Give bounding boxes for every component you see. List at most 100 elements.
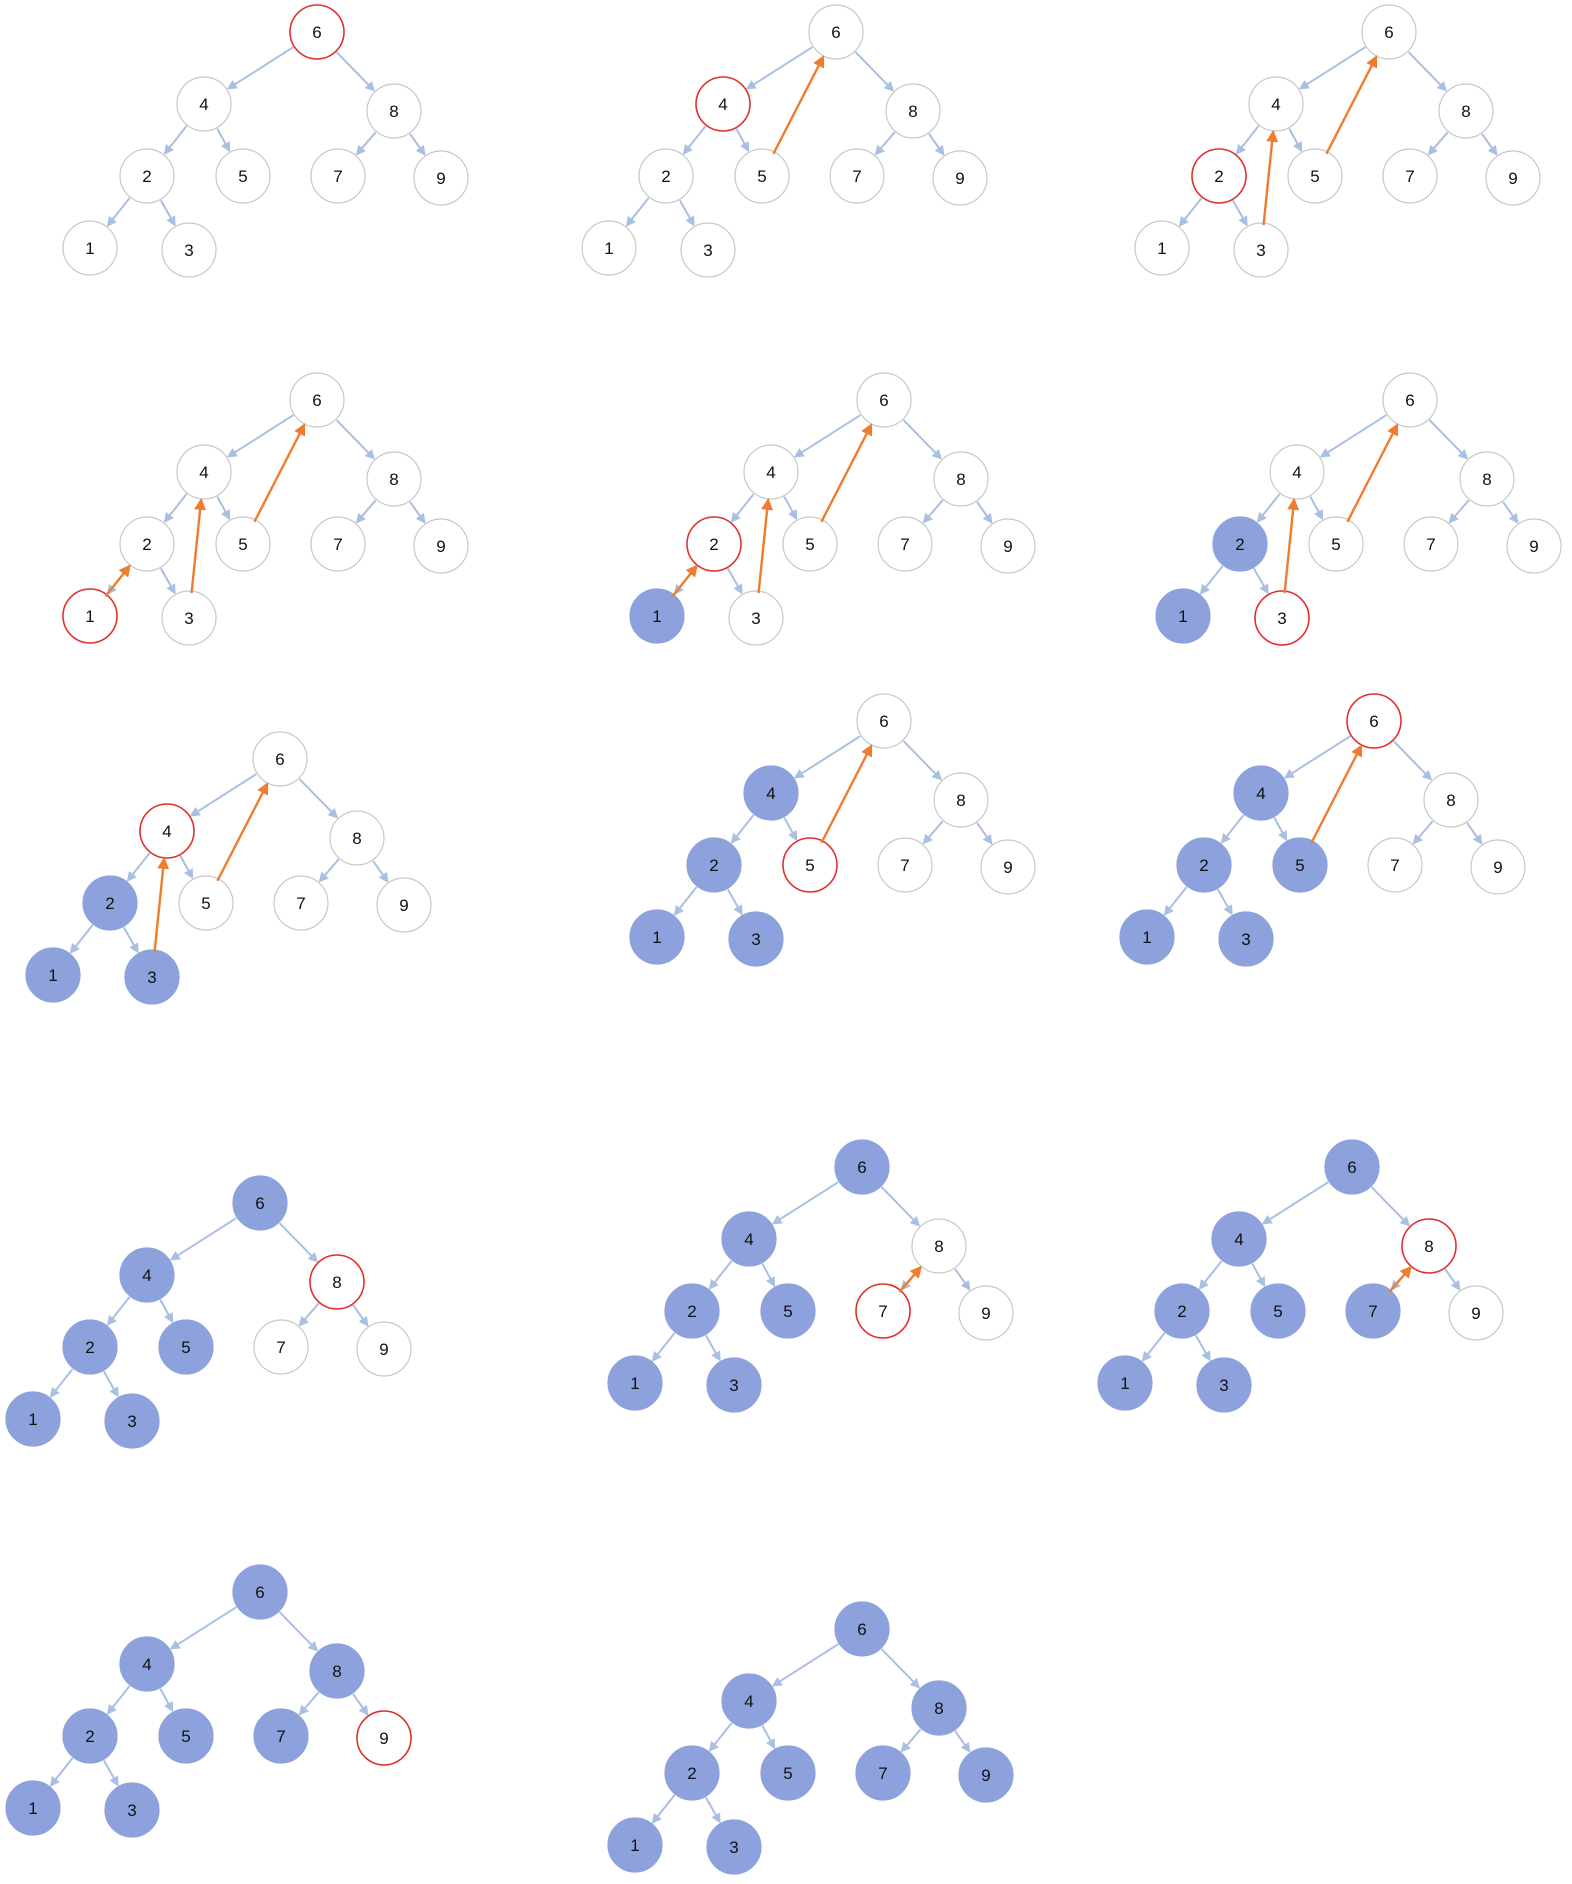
tree-edge-8-7 bbox=[1429, 132, 1448, 154]
tree-edge-6-8 bbox=[280, 1223, 317, 1261]
step-panel-4: 123456789 bbox=[63, 373, 468, 645]
node-label: 5 bbox=[181, 1338, 190, 1357]
tree-node-1: 1 bbox=[630, 910, 684, 964]
tree-node-1: 1 bbox=[6, 1392, 60, 1446]
step-panel-13: 123456789 bbox=[6, 1565, 411, 1837]
tree-node-4: 4 bbox=[140, 804, 194, 858]
node-label: 2 bbox=[85, 1338, 94, 1357]
tree-node-4: 4 bbox=[177, 77, 231, 131]
tree-edge-6-8 bbox=[1430, 420, 1467, 458]
step-panel-8: 123456789 bbox=[630, 694, 1035, 966]
tree-edge-2-1 bbox=[627, 198, 649, 225]
node-label: 7 bbox=[333, 167, 342, 186]
node-label: 9 bbox=[1529, 537, 1538, 556]
node-label: 8 bbox=[934, 1699, 943, 1718]
tree-node-5: 5 bbox=[783, 838, 837, 892]
node-label: 7 bbox=[900, 535, 909, 554]
tree-node-4: 4 bbox=[177, 445, 231, 499]
node-label: 7 bbox=[878, 1764, 887, 1783]
tree-node-8: 8 bbox=[1424, 773, 1478, 827]
tree-edge-6-4 bbox=[228, 415, 293, 456]
node-label: 6 bbox=[255, 1194, 264, 1213]
node-label: 8 bbox=[1446, 791, 1455, 810]
node-label: 7 bbox=[276, 1727, 285, 1746]
tree-node-9: 9 bbox=[357, 1322, 411, 1376]
node-label: 1 bbox=[652, 928, 661, 947]
tree-node-9: 9 bbox=[959, 1286, 1013, 1340]
tree-node-1: 1 bbox=[608, 1356, 662, 1410]
tree-edge-8-7 bbox=[300, 1303, 319, 1325]
tree-node-5: 5 bbox=[216, 149, 270, 203]
node-label: 4 bbox=[766, 784, 775, 803]
tree-node-8: 8 bbox=[367, 452, 421, 506]
tree-node-3: 3 bbox=[105, 1394, 159, 1448]
node-label: 1 bbox=[85, 607, 94, 626]
step-panel-10: 123456789 bbox=[6, 1176, 411, 1448]
node-label: 1 bbox=[85, 239, 94, 258]
tree-node-1: 1 bbox=[1120, 910, 1174, 964]
tree-edge-8-9 bbox=[353, 1694, 367, 1714]
node-label: 7 bbox=[900, 856, 909, 875]
tree-edge-4-2 bbox=[732, 815, 754, 842]
node-label: 3 bbox=[184, 241, 193, 260]
node-label: 9 bbox=[436, 169, 445, 188]
tree-edge-4-5 bbox=[160, 1689, 172, 1711]
tree-node-3: 3 bbox=[162, 591, 216, 645]
node-label: 9 bbox=[436, 537, 445, 556]
node-label: 1 bbox=[652, 607, 661, 626]
tree-node-6: 6 bbox=[835, 1140, 889, 1194]
stack-arrow-5-6 bbox=[1347, 425, 1397, 522]
node-label: 4 bbox=[1256, 784, 1265, 803]
node-label: 8 bbox=[332, 1273, 341, 1292]
tree-edge-4-2 bbox=[1222, 815, 1244, 842]
node-label: 8 bbox=[389, 470, 398, 489]
tree-node-6: 6 bbox=[1325, 1140, 1379, 1194]
tree-node-8: 8 bbox=[1402, 1219, 1456, 1273]
tree-edge-6-4 bbox=[773, 1182, 838, 1223]
tree-node-7: 7 bbox=[1368, 838, 1422, 892]
tree-node-4: 4 bbox=[722, 1674, 776, 1728]
tree-edge-6-8 bbox=[337, 420, 374, 458]
tree-edge-6-8 bbox=[882, 1649, 919, 1687]
node-label: 9 bbox=[1508, 169, 1517, 188]
tree-node-5: 5 bbox=[179, 876, 233, 930]
tree-node-6: 6 bbox=[857, 694, 911, 748]
node-label: 8 bbox=[1461, 102, 1470, 121]
node-label: 5 bbox=[757, 167, 766, 186]
tree-edge-2-3 bbox=[680, 200, 694, 224]
tree-node-9: 9 bbox=[959, 1748, 1013, 1802]
tree-edge-8-7 bbox=[902, 1729, 921, 1751]
tree-edge-4-5 bbox=[217, 129, 229, 151]
tree-edge-6-4 bbox=[171, 1607, 236, 1648]
node-label: 6 bbox=[879, 712, 888, 731]
tree-node-6: 6 bbox=[233, 1176, 287, 1230]
stack-arrow-5-6 bbox=[254, 425, 304, 522]
node-label: 2 bbox=[687, 1302, 696, 1321]
tree-edge-6-8 bbox=[337, 52, 374, 90]
tree-node-5: 5 bbox=[159, 1320, 213, 1374]
node-label: 1 bbox=[1142, 928, 1151, 947]
tree-edge-6-8 bbox=[1372, 1187, 1409, 1225]
tree-edge-8-9 bbox=[977, 823, 991, 843]
tree-edge-4-2 bbox=[684, 126, 706, 153]
tree-edge-4-2 bbox=[710, 1261, 732, 1288]
node-label: 1 bbox=[1178, 607, 1187, 626]
tree-node-6: 6 bbox=[290, 373, 344, 427]
tree-edge-4-2 bbox=[1200, 1261, 1222, 1288]
tree-node-9: 9 bbox=[357, 1711, 411, 1765]
node-label: 2 bbox=[1235, 535, 1244, 554]
node-label: 4 bbox=[199, 463, 208, 482]
tree-node-2: 2 bbox=[63, 1709, 117, 1763]
node-label: 8 bbox=[956, 470, 965, 489]
tree-node-8: 8 bbox=[912, 1219, 966, 1273]
tree-node-7: 7 bbox=[878, 838, 932, 892]
tree-edge-4-5 bbox=[1252, 1264, 1264, 1286]
tree-edge-8-9 bbox=[1503, 502, 1517, 522]
node-label: 1 bbox=[48, 966, 57, 985]
tree-node-2: 2 bbox=[665, 1746, 719, 1800]
node-label: 6 bbox=[1384, 23, 1393, 42]
node-label: 9 bbox=[1471, 1304, 1480, 1323]
node-label: 4 bbox=[162, 822, 171, 841]
tree-node-2: 2 bbox=[1177, 838, 1231, 892]
tree-edge-4-5 bbox=[1310, 497, 1322, 519]
